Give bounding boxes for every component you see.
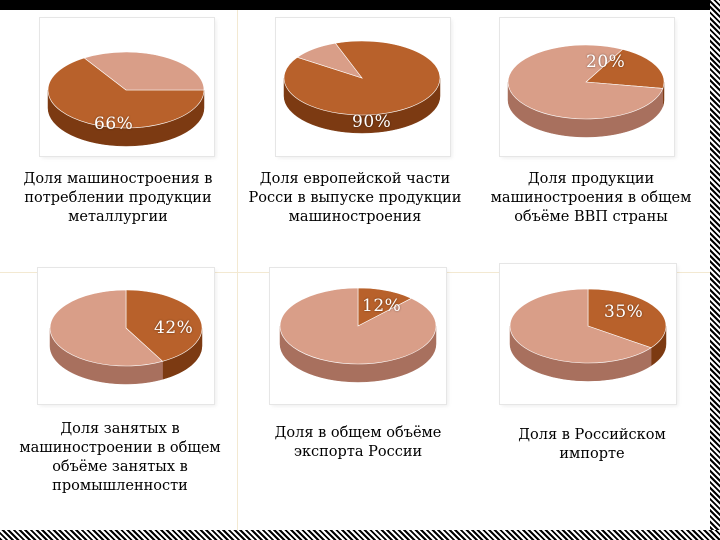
pie-slice-light — [296, 42, 363, 79]
pie-slice-dark — [585, 49, 665, 89]
pie-chart-svg — [283, 40, 441, 134]
pie-chart-consumption-metallurgy: 66% — [40, 18, 214, 156]
pie-chart-european-share: 90% — [276, 18, 450, 156]
pie-chart-employment-share: 42% — [38, 268, 214, 404]
caption-import-share: Доля в Российском импорте — [518, 427, 666, 462]
pie-slice-light — [507, 44, 664, 120]
slice-label-dark: 20% — [586, 52, 626, 72]
slice-label-dark: 42% — [154, 318, 194, 338]
caption-gdp-share: Доля продукции машиностроения в общем об… — [490, 171, 692, 225]
caption-employment-share: Доля занятых в машиностроении в общем об… — [19, 421, 221, 494]
pie-slice-light — [279, 287, 437, 365]
caption-european-share: Доля европейской части Росси в выпуске п… — [248, 171, 462, 225]
pie-slice-dark — [47, 57, 205, 129]
pie-chart-svg — [507, 44, 665, 138]
vertical-guide-line — [237, 10, 238, 530]
slice-label-dark: 35% — [604, 302, 644, 322]
pie-chart-import-share: 35% — [500, 264, 676, 404]
pie-slice-light — [83, 51, 205, 91]
pie-chart-svg — [279, 287, 437, 383]
pie-chart-gdp-share: 20% — [500, 18, 674, 156]
pie-chart-svg — [509, 288, 667, 382]
slice-label-dark: 12% — [362, 296, 402, 316]
slice-label-dark: 90% — [352, 112, 392, 132]
caption-consumption-metallurgy: Доля машиностроения в потреблении продук… — [23, 171, 213, 225]
caption-export-share: Доля в общем объёме экспорта России — [274, 425, 442, 460]
pie-slice-dark — [587, 288, 667, 349]
pie-chart-export-share: 12% — [270, 268, 446, 404]
pie-slice-light — [49, 289, 164, 367]
pie-chart-svg — [47, 51, 205, 147]
slice-label-dark: 66% — [94, 114, 134, 134]
slide-top-border — [0, 0, 720, 10]
pie-slice-light — [509, 288, 652, 364]
slide-right-border — [710, 0, 720, 540]
pie-slice-dark — [125, 289, 203, 362]
pie-chart-svg — [49, 289, 203, 385]
slide-bottom-border — [0, 530, 720, 540]
